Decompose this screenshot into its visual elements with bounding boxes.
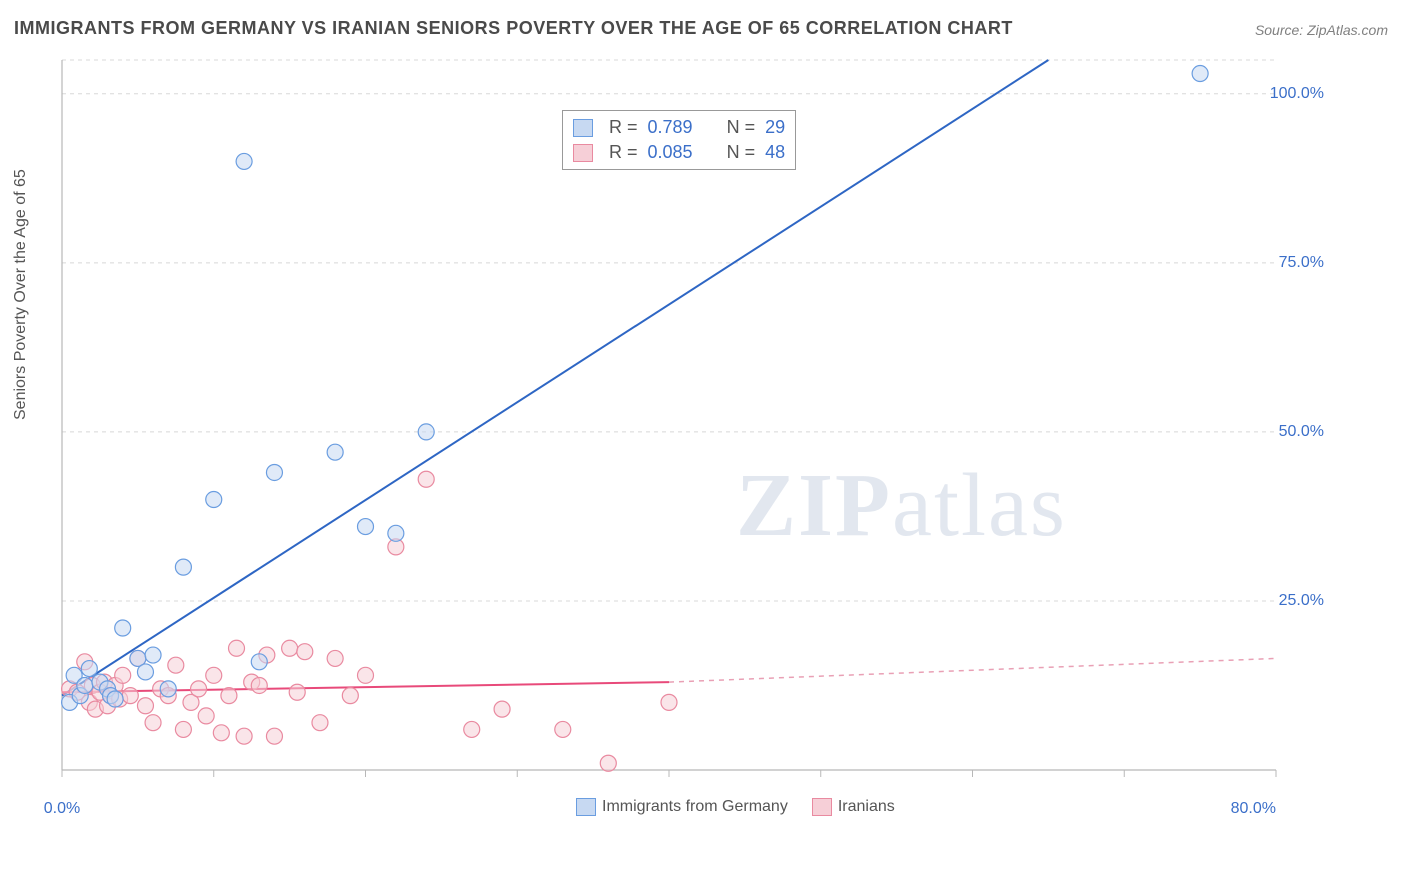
x-tick-label: 80.0%	[1231, 800, 1276, 818]
legend-swatch	[573, 144, 593, 162]
legend-swatch	[576, 798, 596, 816]
r-label: R =	[609, 142, 638, 163]
y-tick-label: 50.0%	[1279, 423, 1324, 441]
y-tick-label: 75.0%	[1279, 254, 1324, 272]
chart-area: R =0.789N =29R =0.085N =48 ZIPatlas 25.0…	[56, 54, 1336, 820]
y-tick-label: 25.0%	[1279, 592, 1324, 610]
legend-item: Iranians	[812, 798, 895, 816]
chart-title: IMMIGRANTS FROM GERMANY VS IRANIAN SENIO…	[14, 18, 1013, 39]
r-value: 0.085	[648, 142, 693, 163]
source-label: Source: ZipAtlas.com	[1255, 22, 1388, 38]
stats-row: R = 0.085 N = 48	[573, 140, 785, 165]
n-label: N =	[727, 117, 756, 138]
n-value: 48	[765, 142, 785, 163]
r-label: R =	[609, 117, 638, 138]
bottom-legend: Immigrants from Germany Iranians	[576, 798, 895, 816]
r-value: 0.789	[648, 117, 693, 138]
legend-swatch	[812, 798, 832, 816]
legend-label: Iranians	[838, 798, 895, 815]
y-tick-label: 100.0%	[1270, 85, 1324, 103]
stats-legend-box: R = 0.789 N = 29 R = 0.085 N = 48	[562, 110, 796, 170]
n-value: 29	[765, 117, 785, 138]
legend-label: Immigrants from Germany	[602, 798, 788, 815]
x-tick-label: 0.0%	[44, 800, 80, 818]
n-label: N =	[727, 142, 756, 163]
y-axis-label: Seniors Poverty Over the Age of 65	[12, 169, 30, 420]
legend-item: Immigrants from Germany	[576, 798, 788, 816]
stats-row: R = 0.789 N = 29	[573, 115, 785, 140]
legend-swatch	[573, 119, 593, 137]
